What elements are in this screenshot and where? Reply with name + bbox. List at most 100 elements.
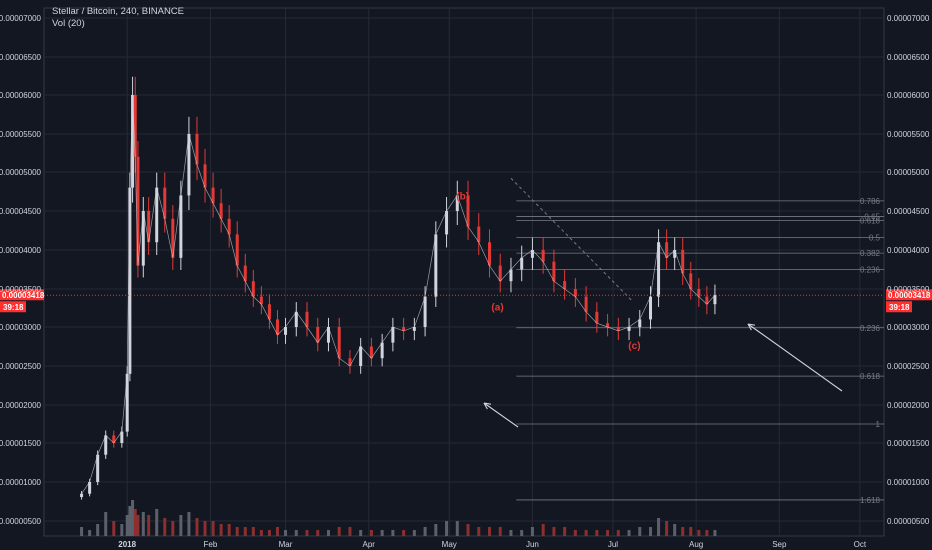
fib-level-label: 0.618 xyxy=(860,372,881,381)
volume-bar xyxy=(305,530,309,536)
volume-bar xyxy=(423,527,427,536)
candle-body xyxy=(80,493,84,498)
volume-bar xyxy=(80,527,84,536)
y-tick-label-left: 0.00005500 xyxy=(0,130,42,139)
x-tick-label: Apr xyxy=(363,540,376,549)
candle-body xyxy=(673,250,677,258)
candle-body xyxy=(402,327,406,331)
volume-bar xyxy=(665,521,669,536)
candle-body xyxy=(434,234,438,297)
candle-body xyxy=(88,482,92,494)
x-tick-label: Aug xyxy=(689,540,703,549)
candle-body xyxy=(251,281,255,297)
volume-bar xyxy=(606,530,610,536)
y-tick-label-left: 0.00004000 xyxy=(0,246,42,255)
countdown-text-left: 39:18 xyxy=(3,303,24,312)
candle-body xyxy=(259,296,263,305)
candle-body xyxy=(133,95,137,157)
candle-body xyxy=(665,242,669,258)
candle-body xyxy=(627,327,631,331)
volume-bar xyxy=(294,530,298,536)
candle-body xyxy=(128,187,132,374)
candle-body xyxy=(235,234,239,266)
current-price-text-left: 0.00003418 xyxy=(2,291,45,300)
volume-bar xyxy=(391,530,395,536)
volume-bar xyxy=(125,515,129,536)
candle-body xyxy=(573,289,577,297)
candle-body xyxy=(219,203,223,219)
fib-level-label: 0.382 xyxy=(860,249,881,258)
volume-bar xyxy=(595,530,599,536)
y-tick-label-right: 0.00002000 xyxy=(887,401,930,410)
volume-bar xyxy=(477,527,481,536)
volume-bar xyxy=(697,530,701,536)
candle-body xyxy=(326,327,330,343)
candle-body xyxy=(96,454,100,482)
candle-body xyxy=(584,296,588,312)
trendline xyxy=(510,177,633,301)
y-tick-label-right: 0.00003500 xyxy=(887,285,930,294)
candle-body xyxy=(179,195,183,258)
candle-body xyxy=(657,242,661,297)
y-tick-label-left: 0.00001500 xyxy=(0,439,42,448)
candle-body xyxy=(136,156,140,266)
y-tick-label-right: 0.00004500 xyxy=(887,207,930,216)
arrow-head xyxy=(483,402,488,410)
candle-body xyxy=(348,358,352,366)
fib-level-label: 0.65 xyxy=(864,212,880,221)
volume-bar xyxy=(219,524,223,536)
fib-level-label: 0.236 xyxy=(860,324,881,333)
candle-body xyxy=(275,319,279,335)
volume-bar xyxy=(267,530,271,536)
arrow-annotation-april xyxy=(483,402,519,428)
volume-bar xyxy=(147,515,151,536)
candle-body xyxy=(131,95,135,188)
wave-label: (c) xyxy=(628,341,640,352)
candle-body xyxy=(487,242,491,266)
volume-bar xyxy=(275,527,279,536)
candle-body xyxy=(104,435,108,455)
volume-bar xyxy=(136,515,140,536)
candle-body xyxy=(423,296,427,327)
arrow-shaft xyxy=(747,323,843,392)
volume-bar xyxy=(227,524,231,536)
y-tick-label-left: 0.00003000 xyxy=(0,323,42,332)
x-tick-label: 2018 xyxy=(118,540,136,549)
y-tick-label-right: 0.00005500 xyxy=(887,130,930,139)
x-tick-label: Sep xyxy=(772,540,787,549)
arrow-head xyxy=(747,323,752,331)
volume-bar xyxy=(235,527,239,536)
candle-body xyxy=(380,342,384,359)
volume-bar xyxy=(163,518,167,536)
volume-bar xyxy=(520,530,524,536)
candle-body xyxy=(616,327,620,331)
volume-bar xyxy=(155,509,159,536)
countdown-bg xyxy=(886,301,912,313)
candle-body xyxy=(466,195,470,227)
current-price-text-right: 0.00003418 xyxy=(888,291,931,300)
legend-symbol: Stellar / Bitcoin, 240, BINANCE xyxy=(52,6,184,17)
volume-bar xyxy=(563,527,567,536)
candle-body xyxy=(520,257,524,270)
volume-bar xyxy=(380,530,384,536)
candle-body xyxy=(713,295,717,305)
volume-bar xyxy=(638,527,642,536)
x-tick-label: Oct xyxy=(854,540,867,549)
candle-body xyxy=(203,164,207,188)
candle-body xyxy=(120,431,124,443)
y-tick-label-right: 0.00001500 xyxy=(887,439,930,448)
y-tick-label-right: 0.00001000 xyxy=(887,478,930,487)
candle-body xyxy=(125,373,129,432)
y-tick-label-left: 0.00003500 xyxy=(0,285,42,294)
candle-body xyxy=(243,265,247,282)
x-tick-label: May xyxy=(442,540,457,549)
y-tick-label-left: 0.00004500 xyxy=(0,207,42,216)
current-price-badge-left: 0.00003418 39:18 xyxy=(0,289,45,313)
volume-bar xyxy=(96,524,100,536)
candle-body xyxy=(187,134,191,196)
candle-body xyxy=(541,250,545,262)
volume-bar xyxy=(657,518,661,536)
grid xyxy=(43,7,885,537)
